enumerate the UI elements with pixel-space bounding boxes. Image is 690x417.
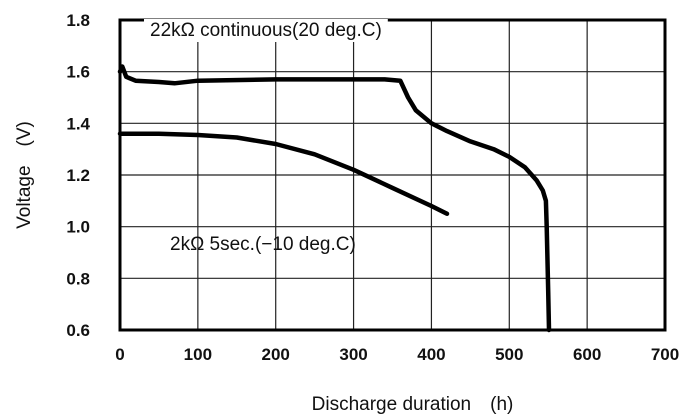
- x-tick-label: 500: [495, 345, 523, 364]
- x-tick-label: 300: [339, 345, 367, 364]
- x-tick-label: 200: [262, 345, 290, 364]
- x-tick-label: 0: [115, 345, 124, 364]
- series-group: [117, 64, 552, 333]
- x-tick-label: 700: [651, 345, 679, 364]
- series-annotation-1: 22kΩ continuous(20 deg.C): [150, 20, 382, 41]
- annotation-background: [144, 19, 388, 42]
- series-line-1: [117, 64, 552, 333]
- y-tick-label: 1.0: [66, 218, 90, 237]
- series-line-2: [117, 131, 450, 217]
- y-tick-label: 1.6: [66, 63, 90, 82]
- y-tick-label: 0.8: [66, 269, 90, 288]
- y-axis-label: Voltage (V): [14, 121, 35, 229]
- y-tick-label: 1.2: [66, 166, 90, 185]
- y-tick-labels: 0.6 0.8 1.0 1.2 1.4 1.6 1.8: [66, 11, 90, 340]
- x-tick-labels: 0 100 200 300 400 500 600 700: [115, 345, 679, 364]
- x-tick-label: 600: [573, 345, 601, 364]
- x-tick-label: 100: [184, 345, 212, 364]
- annotations: 22kΩ continuous(20 deg.C) 2kΩ 5sec.(−10 d…: [144, 19, 388, 255]
- x-axis-label: Discharge duration (h): [312, 394, 514, 415]
- grid: [120, 20, 665, 330]
- x-tick-label: 400: [417, 345, 445, 364]
- y-tick-label: 1.8: [66, 11, 90, 30]
- y-tick-label: 0.6: [66, 321, 90, 340]
- y-tick-label: 1.4: [66, 114, 90, 133]
- series-annotation-2: 2kΩ 5sec.(−10 deg.C): [170, 234, 356, 255]
- plot-frame: [118, 18, 667, 332]
